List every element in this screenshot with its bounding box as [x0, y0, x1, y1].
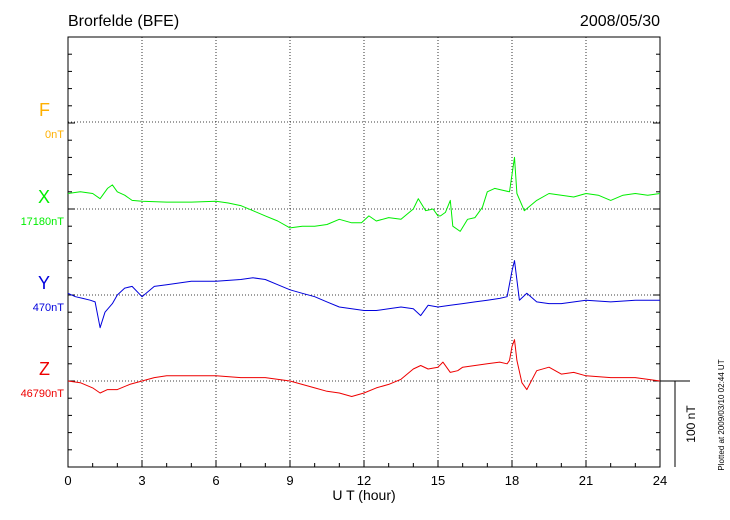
scale-bar-label: 100 nT: [684, 405, 698, 443]
chart-date: 2008/05/30: [580, 13, 660, 30]
series-baseline-y: 470nT: [33, 302, 64, 314]
series-baseline-z: 46790nT: [21, 388, 65, 400]
series-labels: F 0nT X 17180nT Y 470nT Z 46790nT: [21, 100, 65, 400]
plotted-note: Plotted at 2009/03/10 02:44 UT: [717, 359, 726, 470]
x-axis-label: U T (hour): [332, 487, 395, 503]
plot-frame: [67, 36, 661, 468]
series-line-x: [67, 156, 661, 232]
x-tick-label: 21: [579, 473, 593, 488]
grid-lines: [68, 37, 660, 467]
x-tick-label: 9: [286, 473, 293, 488]
series-name-f: F: [39, 100, 50, 120]
x-tick-label: 18: [505, 473, 519, 488]
series-name-z: Z: [39, 359, 50, 379]
series-name-x: X: [38, 187, 50, 207]
x-tick-label: 3: [138, 473, 145, 488]
x-tick-label: 12: [357, 473, 371, 488]
x-tick-label: 0: [64, 473, 71, 488]
series-lines: [67, 156, 661, 397]
x-tick-labels: 0 3 6 9 12 15 18 21 24: [64, 473, 667, 488]
series-line-y: [67, 260, 660, 329]
series-baseline-f: 0nT: [45, 129, 64, 141]
series-baseline-x: 17180nT: [21, 216, 65, 228]
x-tick-label: 6: [212, 473, 219, 488]
tick-marks: [67, 36, 661, 468]
series-line-z: [67, 339, 661, 397]
chart-title: Brorfelde (BFE): [68, 13, 179, 30]
series-name-y: Y: [38, 273, 50, 293]
x-tick-label: 15: [431, 473, 445, 488]
x-tick-label: 24: [653, 473, 667, 488]
